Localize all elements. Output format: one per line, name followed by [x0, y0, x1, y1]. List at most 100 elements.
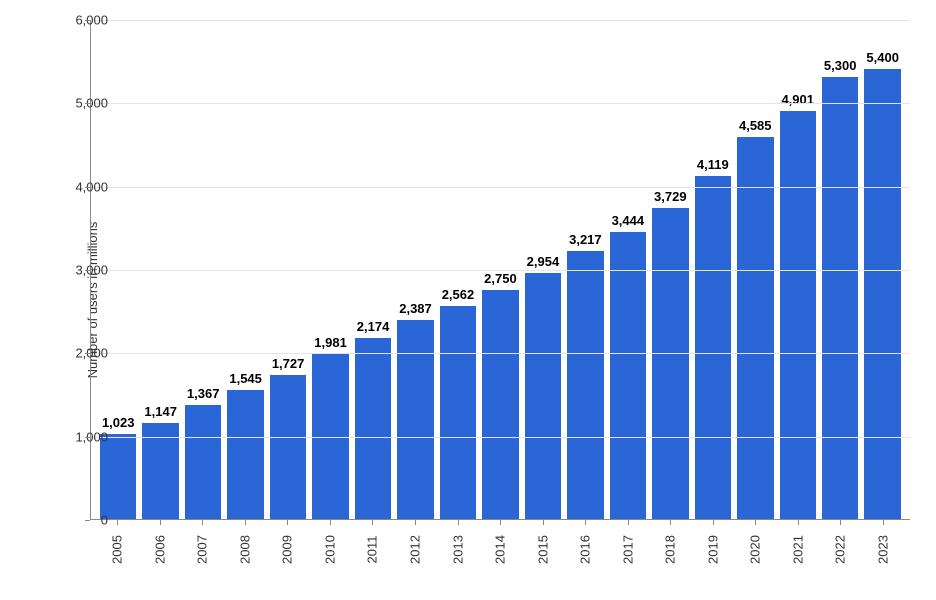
bar-value-label: 1,367 — [187, 386, 220, 401]
x-tick-mark — [202, 520, 203, 525]
bar-value-label: 2,562 — [442, 287, 475, 302]
y-tick-mark — [85, 103, 90, 104]
x-label-item: 2010 — [312, 524, 349, 584]
x-tick-label: 2022 — [833, 535, 848, 564]
bar — [864, 69, 900, 519]
x-label-item: 2022 — [822, 524, 859, 584]
y-tick-mark — [85, 437, 90, 438]
x-tick-mark — [543, 520, 544, 525]
x-tick-mark — [500, 520, 501, 525]
y-tick-mark — [85, 187, 90, 188]
x-tick-label: 2011 — [365, 536, 380, 564]
bar — [227, 390, 263, 519]
x-tick-mark — [117, 520, 118, 525]
bar — [780, 111, 816, 519]
y-tick-label: 4,000 — [58, 179, 108, 194]
x-tick-mark — [458, 520, 459, 525]
x-label-item: 2016 — [567, 524, 604, 584]
bar — [270, 375, 306, 519]
x-label-item: 2009 — [269, 524, 306, 584]
x-tick-label: 2021 — [790, 535, 805, 564]
bar — [525, 273, 561, 519]
x-label-item: 2014 — [482, 524, 519, 584]
x-label-item: 2006 — [142, 524, 179, 584]
x-tick-label: 2010 — [322, 535, 337, 564]
x-tick-mark — [883, 520, 884, 525]
x-tick-mark — [670, 520, 671, 525]
bar — [185, 405, 221, 519]
bar-value-label: 1,981 — [314, 335, 347, 350]
y-tick-label: 2,000 — [58, 346, 108, 361]
bar-value-label: 3,217 — [569, 232, 602, 247]
x-label-item: 2019 — [694, 524, 731, 584]
x-tick-label: 2020 — [748, 535, 763, 564]
x-tick-label: 2015 — [535, 535, 550, 564]
y-tick-mark — [85, 353, 90, 354]
x-tick-label: 2019 — [705, 535, 720, 564]
x-tick-mark — [713, 520, 714, 525]
x-label-item: 2005 — [99, 524, 136, 584]
x-label-item: 2021 — [780, 524, 817, 584]
bar — [567, 251, 603, 519]
x-label-item: 2018 — [652, 524, 689, 584]
gridline — [91, 103, 910, 104]
x-tick-label: 2007 — [195, 535, 210, 564]
x-label-item: 2020 — [737, 524, 774, 584]
gridline — [91, 437, 910, 438]
chart-container: Number of users in millions 1,0231,1471,… — [0, 0, 936, 600]
x-tick-mark — [372, 520, 373, 525]
x-tick-label: 2012 — [407, 535, 422, 564]
x-label-item: 2007 — [184, 524, 221, 584]
x-label-item: 2013 — [439, 524, 476, 584]
x-label-item: 2017 — [609, 524, 646, 584]
x-tick-mark — [330, 520, 331, 525]
x-label-item: 2015 — [524, 524, 561, 584]
bar-value-label: 4,119 — [697, 157, 729, 172]
bar-value-label: 1,727 — [272, 356, 305, 371]
bar — [482, 290, 518, 519]
x-tick-label: 2005 — [110, 535, 125, 564]
bar-value-label: 2,387 — [399, 301, 432, 316]
x-tick-mark — [287, 520, 288, 525]
bar-value-label: 4,901 — [781, 92, 814, 107]
bar — [440, 306, 476, 520]
bar-value-label: 5,300 — [824, 58, 857, 73]
x-tick-mark — [628, 520, 629, 525]
gridline — [91, 20, 910, 21]
bar-value-label: 5,400 — [866, 50, 899, 65]
gridline — [91, 353, 910, 354]
y-tick-mark — [85, 270, 90, 271]
bar-value-label: 1,023 — [102, 415, 135, 430]
x-tick-label: 2023 — [875, 535, 890, 564]
y-tick-label: 3,000 — [58, 263, 108, 278]
x-tick-label: 2013 — [450, 535, 465, 564]
x-tick-label: 2014 — [493, 535, 508, 564]
y-tick-label: 0 — [58, 513, 108, 528]
y-tick-mark — [85, 520, 90, 521]
x-label-item: 2023 — [865, 524, 902, 584]
x-tick-mark — [160, 520, 161, 525]
x-tick-mark — [840, 520, 841, 525]
plot-area: 1,0231,1471,3671,5451,7271,9812,1742,387… — [90, 20, 910, 520]
x-tick-label: 2009 — [280, 535, 295, 564]
bar — [610, 232, 646, 519]
bar — [737, 137, 773, 519]
bar-value-label: 2,750 — [484, 271, 517, 286]
x-tick-label: 2017 — [620, 535, 635, 564]
bar-value-label: 2,954 — [527, 254, 560, 269]
gridline — [91, 187, 910, 188]
bar-value-label: 1,545 — [229, 371, 262, 386]
y-tick-mark — [85, 20, 90, 21]
bar — [695, 176, 731, 519]
y-tick-label: 6,000 — [58, 13, 108, 28]
x-tick-mark — [245, 520, 246, 525]
bar — [355, 338, 391, 519]
x-tick-mark — [755, 520, 756, 525]
y-tick-label: 5,000 — [58, 96, 108, 111]
y-tick-label: 1,000 — [58, 429, 108, 444]
x-tick-label: 2006 — [152, 535, 167, 564]
x-label-item: 2011 — [354, 524, 391, 584]
gridline — [91, 270, 910, 271]
x-axis-labels: 2005200620072008200920102011201220132014… — [90, 524, 910, 584]
x-tick-label: 2018 — [663, 535, 678, 564]
